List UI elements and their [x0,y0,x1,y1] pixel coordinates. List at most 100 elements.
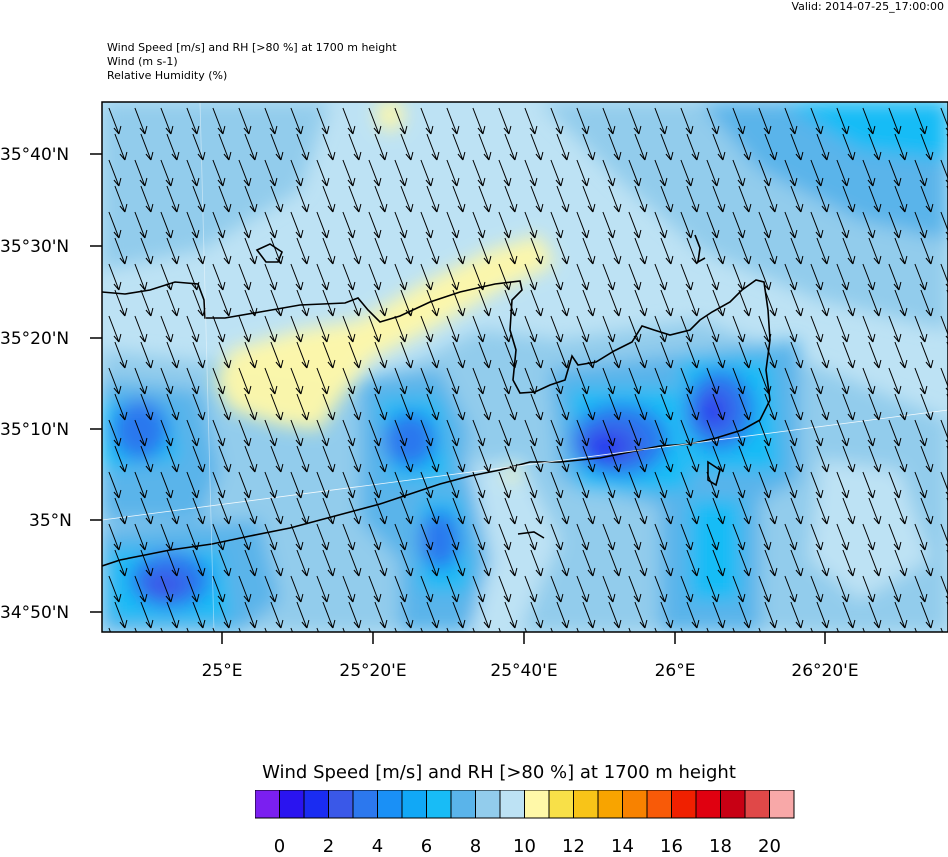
wind-arrow [686,445,700,473]
wind-arrow [322,549,336,577]
wind-arrow [472,471,486,499]
wind-arrow [576,471,590,499]
wind-arrow [166,497,180,525]
wind-arrow [582,133,596,161]
wind-arrow [660,601,674,629]
colorbar-swatch [720,790,746,819]
wind-arrow [374,601,388,629]
wind-arrow [322,601,336,629]
wind-arrow [888,367,902,395]
wind-arrow [842,133,856,161]
wind-arrow [140,445,154,473]
wind-arrow [342,315,356,343]
wind-arrow [530,341,544,369]
wind-arrow [654,263,668,291]
wind-arrow [706,575,720,603]
wind-arrow [290,159,304,187]
wind-arrow [368,211,382,239]
wind-arrow [114,133,128,161]
wind-arrow [550,263,564,291]
wind-arrow [706,471,720,499]
wind-arrow [602,159,616,187]
wind-arrow [244,445,258,473]
wind-arrow [712,445,726,473]
wind-arrow [628,263,642,291]
colorbar-swatch [744,790,770,819]
wind-arrow [218,133,232,161]
wind-arrow [732,107,746,135]
wind-arrow [940,419,948,444]
wind-arrow [634,601,648,629]
wind-arrow [244,393,258,421]
wind-arrow [426,445,440,473]
wind-arrow [608,445,622,473]
wind-arrow [374,497,388,525]
wind-arrow [348,393,362,421]
wind-arrow [348,237,362,265]
wind-arrow [582,601,596,629]
wind-arrow [816,549,830,577]
wind-arrow [712,185,726,213]
colorbar-tick-label: 6 [420,836,433,857]
wind-arrow [114,393,128,421]
wind-arrow [238,575,252,603]
wind-arrow [452,601,466,629]
wind-arrow [920,341,934,369]
wind-arrow [504,289,518,317]
wind-arrow [192,133,206,161]
wind-arrow [784,211,798,239]
wind-arrow [660,497,674,525]
wind-arrow [218,549,232,577]
wind-arrow [368,367,382,395]
wind-arrow [738,185,752,213]
wind-arrow [420,315,434,343]
wind-arrow [322,341,336,369]
wind-arrow [446,107,460,135]
wind-arrow [270,341,284,369]
wind-arrow [784,315,798,343]
wind-arrow [134,159,148,187]
wind-arrow [914,575,928,603]
wind-arrow [920,601,934,629]
wind-arrow [374,237,388,265]
colorbar-swatch [303,790,329,819]
wind-arrow [186,263,200,291]
wind-arrow [680,315,694,343]
wind-arrow [602,523,616,551]
colorbar-swatch [597,790,623,819]
wind-arrow [140,133,154,161]
wind-arrow [608,549,622,577]
wind-arrow [888,159,902,187]
colorbar-swatch [377,790,403,819]
wind-arrow [394,107,408,135]
wind-arrow [790,341,804,369]
wind-arrow [654,367,668,395]
wind-arrow [868,133,882,161]
wind-arrow [758,107,772,135]
wind-arrow [134,419,148,447]
wind-arrow [394,575,408,603]
wind-arrow [238,419,252,447]
wind-arrow [472,367,486,395]
wind-arrow [556,341,570,369]
wind-arrow [270,601,284,629]
wind-arrow [140,341,154,369]
wind-arrow [478,549,492,577]
wind-arrow [940,367,948,392]
wind-arrow [920,237,934,265]
wind-arrow [524,263,538,291]
wind-arrow [732,419,746,447]
wind-arrow [368,471,382,499]
wind-arrow [108,471,122,499]
map-frame [101,101,948,633]
wind-arrow [218,445,232,473]
wind-arrow [316,419,330,447]
wind-arrow [634,549,648,577]
wind-arrow [478,445,492,473]
wind-arrow [816,185,830,213]
wind-arrow [712,237,726,265]
wind-arrow [134,523,148,551]
wind-arrow [686,601,700,629]
wind-arrow [348,289,362,317]
wind-arrow [218,601,232,629]
